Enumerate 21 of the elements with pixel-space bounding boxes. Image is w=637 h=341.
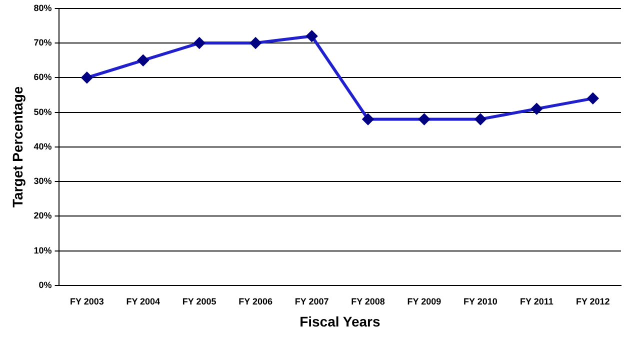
y-tick-label: 60%	[34, 72, 52, 82]
x-axis-title: Fiscal Years	[300, 313, 380, 330]
y-tick-label: 50%	[34, 106, 52, 117]
x-tick-label: FY 2011	[520, 296, 554, 306]
y-tick-label: 70%	[34, 38, 52, 48]
x-tick-label: FY 2009	[407, 296, 442, 306]
y-axis-title: Target Percentage	[9, 86, 26, 208]
y-tick-label: 20%	[34, 210, 52, 221]
x-tick-label: FY 2005	[182, 296, 216, 306]
x-tick-label: FY 2010	[464, 296, 498, 306]
x-tick-label: FY 2006	[238, 296, 273, 306]
x-tick-label: FY 2003	[70, 296, 104, 306]
y-tick-label: 0%	[38, 280, 52, 290]
y-tick-label: 30%	[34, 176, 52, 186]
y-tick-label: 80%	[34, 2, 52, 13]
x-tick-label: FY 2012	[576, 296, 610, 306]
y-tick-label: 40%	[34, 141, 52, 152]
x-tick-label: FY 2007	[294, 296, 329, 306]
y-tick-label: 10%	[34, 245, 52, 256]
x-tick-label: FY 2004	[126, 296, 160, 306]
x-tick-label: FY 2008	[351, 296, 385, 306]
